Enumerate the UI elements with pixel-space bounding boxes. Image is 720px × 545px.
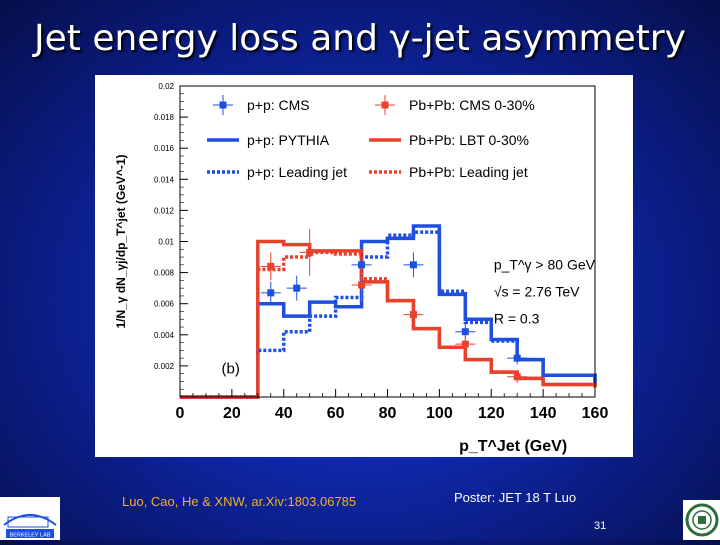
x-tick-label: 120 bbox=[478, 405, 505, 422]
y-tick-label: 0.02 bbox=[158, 82, 174, 91]
poster-reference: Poster: JET 18 T Luo bbox=[454, 490, 577, 505]
legend-label: p+p: Leading jet bbox=[247, 164, 347, 180]
y-tick-label: 0.012 bbox=[154, 206, 175, 215]
legend-marker bbox=[381, 101, 389, 109]
data-point bbox=[306, 248, 314, 256]
x-tick-label: 100 bbox=[426, 405, 453, 422]
citation-text: Luo, Cao, He & XNW, ar.Xiv:1803.06785 bbox=[122, 494, 357, 509]
x-tick-label: 60 bbox=[327, 405, 345, 422]
data-point bbox=[358, 281, 366, 289]
logo-left-text: BERKELEY LAB bbox=[10, 533, 51, 539]
annotation-text: R = 0.3 bbox=[494, 310, 540, 326]
data-point bbox=[267, 289, 275, 297]
slide-title: Jet energy loss and γ-jet asymmetry bbox=[34, 18, 686, 59]
series-p-p-leading-jet bbox=[180, 230, 597, 399]
chart: 0 20 40 60 80 100 120 140 160 0.002 0.004 0.006 0.00… bbox=[114, 82, 609, 455]
data-point bbox=[461, 328, 469, 336]
legend-label: Pb+Pb: LBT 0-30% bbox=[409, 132, 529, 148]
y-tick-label: 0.018 bbox=[154, 113, 175, 122]
data-point bbox=[513, 354, 521, 362]
data-point bbox=[513, 373, 521, 381]
page-number: 31 bbox=[594, 520, 607, 532]
y-tick-label: 0.01 bbox=[158, 238, 174, 247]
x-tick-label: 80 bbox=[379, 405, 397, 422]
x-tick-label: 20 bbox=[223, 405, 241, 422]
university-seal-logo bbox=[683, 500, 720, 540]
data-point bbox=[461, 340, 469, 348]
data-point bbox=[358, 261, 366, 269]
berkeley-lab-logo: BERKELEY LAB bbox=[0, 497, 60, 540]
y-tick-label: 0.016 bbox=[154, 144, 175, 153]
legend-label: Pb+Pb: CMS 0-30% bbox=[409, 97, 535, 113]
y-tick-label: 0.002 bbox=[154, 362, 175, 371]
annotation-text: √s = 2.76 TeV bbox=[494, 283, 580, 299]
y-tick-label: 0.014 bbox=[154, 175, 175, 184]
annotation-text: p_T^γ > 80 GeV bbox=[494, 256, 596, 272]
chart-panel: 0 20 40 60 80 100 120 140 160 0.002 0.004 0.006 0.00… bbox=[95, 75, 633, 457]
data-point bbox=[409, 311, 417, 319]
y-axis-label: 1/N_γ dN_γj/dp_T^jet (GeV^-1) bbox=[114, 154, 128, 328]
legend-label: Pb+Pb: Leading jet bbox=[409, 164, 528, 180]
y-tick-label: 0.004 bbox=[154, 331, 175, 340]
x-tick-label: 40 bbox=[275, 405, 293, 422]
data-point bbox=[409, 261, 417, 269]
y-tick-label: 0.008 bbox=[154, 269, 175, 278]
panel-label: (b) bbox=[222, 361, 240, 378]
legend-marker bbox=[219, 101, 227, 109]
legend-label: p+p: PYTHIA bbox=[247, 132, 330, 148]
x-tick-label: 140 bbox=[530, 405, 557, 422]
y-tick-label: 0.006 bbox=[154, 300, 175, 309]
x-axis-label: p_T^Jet (GeV) bbox=[459, 438, 567, 455]
data-point bbox=[293, 284, 301, 292]
data-point bbox=[267, 262, 275, 270]
x-tick-label: 160 bbox=[582, 405, 609, 422]
x-tick-label: 0 bbox=[176, 405, 185, 422]
legend-label: p+p: CMS bbox=[247, 97, 310, 113]
